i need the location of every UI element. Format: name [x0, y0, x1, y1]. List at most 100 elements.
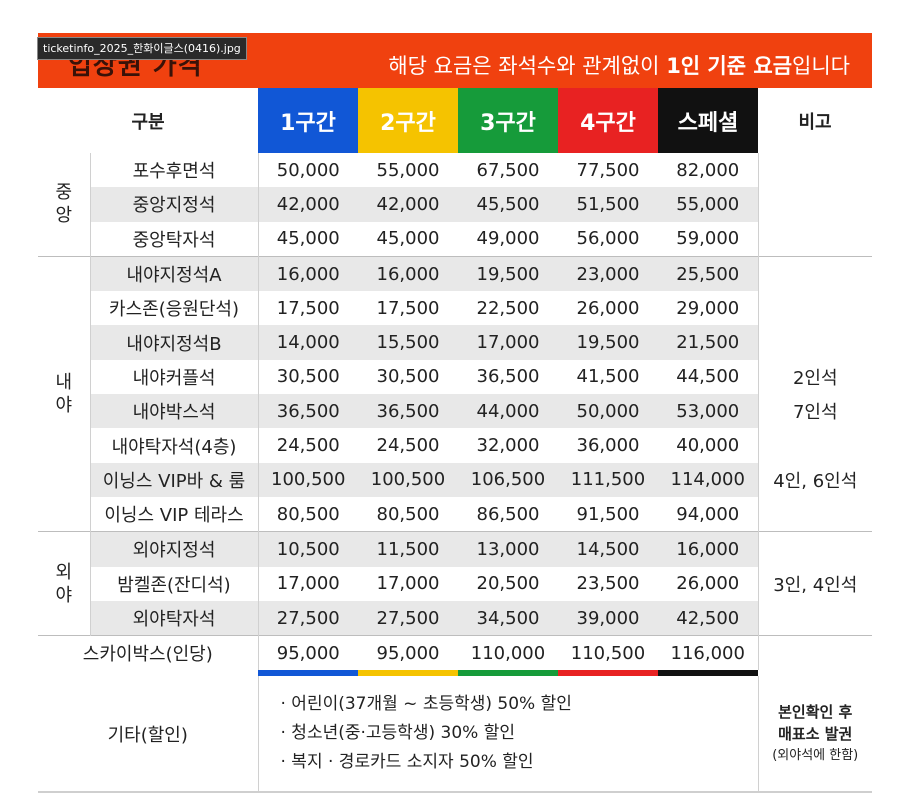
- price-cell: 30,500: [276, 366, 340, 388]
- table-row: 내야탁자석(4층) 24,500 24,500 32,000 36,000 40,000: [38, 428, 872, 463]
- seat-name: 이닝스 VIP 테라스: [90, 496, 259, 532]
- price-cell: 53,000: [658, 394, 758, 429]
- table-header-row: 구분 1구간 2구간 3구간 4구간 스페셜 비고: [38, 88, 872, 153]
- price-cell: 95,000: [258, 635, 358, 671]
- table-row: 외야탁자석 27,500 27,500 34,500 39,000 42,500: [38, 600, 872, 636]
- header-remark: 비고: [758, 88, 872, 153]
- price-cell: 27,500: [258, 600, 358, 636]
- price-cell: 100,500: [258, 462, 358, 497]
- zone-1-bar: [258, 670, 358, 677]
- price-cell: 36,000: [576, 435, 640, 457]
- price-cell: 16,000: [658, 531, 758, 567]
- price-cell: 27,500: [358, 600, 458, 636]
- discount-item: · 어린이(37개월 ~ 초등학생) 50% 할인: [280, 694, 572, 715]
- zone-2-bar: [358, 670, 458, 677]
- seat-name: 내야박스석: [90, 394, 259, 429]
- remark-cell: [757, 496, 872, 532]
- price-table-body: 중 앙 포수후면석 50,000 55,000 67,500 77,500 82,000 중앙지…: [38, 153, 872, 671]
- banner-note-suffix: 입니다: [792, 54, 850, 78]
- table-row: 내야지정석B 14,000 15,500 17,000 19,500 21,500: [38, 325, 872, 360]
- remark-cell: [757, 635, 872, 671]
- table-row: 내야커플석 30,500 30,500 36,500 41,500 44,500 2인석: [38, 359, 872, 395]
- remark-cell: [757, 153, 872, 188]
- zone-color-bar: [38, 670, 872, 677]
- price-cell: 10,500: [258, 531, 358, 567]
- file-name-tag: ticketinfo_2025_한화이글스(0416).jpg: [37, 37, 247, 60]
- price-cell: 13,000: [458, 531, 558, 567]
- price-cell: 19,500: [558, 325, 658, 360]
- price-cell: 40,000: [676, 435, 740, 457]
- price-cell: 44,500: [676, 366, 740, 388]
- price-cell: 22,500: [476, 297, 540, 319]
- banner-note: 해당 요금은 좌석수와 관계없이 1인 기준 요금입니다: [388, 53, 850, 79]
- price-cell: 17,500: [276, 297, 340, 319]
- price-cell: 14,500: [558, 531, 658, 567]
- price-cell: 42,000: [258, 187, 358, 222]
- price-cell: 44,000: [458, 394, 558, 429]
- group-label-char: 야: [55, 395, 73, 417]
- price-cell: 116,000: [658, 635, 758, 671]
- price-cell: 19,500: [458, 255, 558, 292]
- table-row: 내 야 내야지정석A 16,000 16,000 19,500 23,000 25,500: [38, 255, 872, 532]
- remark-cell: [757, 187, 872, 222]
- price-cell: 17,000: [376, 573, 440, 595]
- price-cell: 42,000: [358, 187, 458, 222]
- header-zone-2: 2구간: [358, 88, 458, 153]
- price-cell: 50,000: [558, 394, 658, 429]
- seat-name: 외야탁자석: [90, 600, 259, 636]
- price-cell: 110,000: [458, 635, 558, 671]
- discount-row: 기타(할인) · 어린이(37개월 ~ 초등학생) 50% 할인 · 청소년(중…: [38, 676, 872, 794]
- remark-cell: [757, 291, 872, 326]
- price-cell: 29,000: [676, 297, 740, 319]
- price-table: 구분 1구간 2구간 3구간 4구간 스페셜 비고 중 앙 포수후면석 50,000 5…: [38, 88, 872, 794]
- table-row: 밤켈존(잔디석) 17,000 17,000 20,500 23,500 26,000 3인…: [38, 566, 872, 601]
- price-cell: 16,000: [358, 255, 458, 292]
- seat-name: 스카이박스(인당): [38, 635, 259, 671]
- price-cell: 80,500: [276, 503, 340, 525]
- price-cell: 26,000: [676, 573, 740, 595]
- price-cell: 51,500: [558, 187, 658, 222]
- header-category: 구분: [38, 88, 258, 153]
- seat-name: 외야지정석: [90, 531, 259, 567]
- price-cell: 95,000: [358, 635, 458, 671]
- price-cell: 111,500: [558, 462, 658, 497]
- seat-name: 중앙탁자석: [90, 221, 259, 257]
- price-cell: 91,500: [576, 503, 640, 525]
- price-cell: 24,500: [276, 435, 340, 457]
- seat-name: 포수후면석: [90, 153, 259, 188]
- seat-name: 중앙지정석: [90, 187, 259, 222]
- table-row: 중 앙 포수후면석 50,000 55,000 67,500 77,500 82,000: [38, 153, 872, 257]
- price-cell: 26,000: [576, 297, 640, 319]
- table-row: 스카이박스(인당) 95,000 95,000 110,000 110,500 116,0…: [38, 635, 872, 671]
- remark-cell: [757, 531, 872, 567]
- price-cell: 39,000: [558, 600, 658, 636]
- group-label-char: 앙: [55, 205, 73, 227]
- header-zone-special: 스페셜: [658, 88, 758, 153]
- price-cell: 94,000: [676, 503, 740, 525]
- price-cell: 24,500: [376, 435, 440, 457]
- seat-name: 내야지정석B: [90, 325, 259, 360]
- price-cell: 17,500: [376, 297, 440, 319]
- price-cell: 20,500: [476, 573, 540, 595]
- price-cell: 49,000: [476, 228, 540, 250]
- price-cell: 17,000: [458, 325, 558, 360]
- discount-note: 본인확인 후 매표소 발권 (외야석에 한함): [757, 676, 872, 794]
- price-cell: 80,500: [376, 503, 440, 525]
- price-cell: 36,500: [358, 394, 458, 429]
- table-row: 중앙탁자석 45,000 45,000 49,000 56,000 59,000: [38, 221, 872, 257]
- price-cell: 114,000: [658, 462, 758, 497]
- remark-cell: 3인, 4인석: [757, 566, 872, 601]
- zone-3-bar: [458, 670, 558, 677]
- zone-4-bar: [558, 670, 658, 677]
- seat-name: 내야지정석A: [90, 255, 259, 292]
- remark-cell: [757, 325, 872, 360]
- table-row: 내야박스석 36,500 36,500 44,000 50,000 53,000 7인석: [38, 394, 872, 429]
- price-cell: 110,500: [558, 635, 658, 671]
- seat-name: 이닝스 VIP바 & 룸: [90, 462, 259, 497]
- price-cell: 56,000: [576, 228, 640, 250]
- group-label-char: 외: [55, 561, 73, 583]
- group-label-char: 내: [55, 372, 73, 394]
- table-row: 카스존(응원단석) 17,500 17,500 22,500 26,000 29,000: [38, 291, 872, 326]
- price-cell: 17,000: [276, 573, 340, 595]
